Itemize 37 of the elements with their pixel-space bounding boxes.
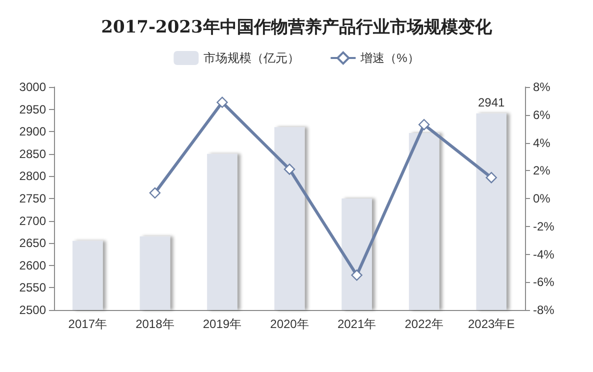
y2-tick-label: -4% [533,247,555,262]
y-tick-label: 2800 [19,169,46,184]
point [284,164,296,175]
y-tick-label: 2600 [19,258,46,272]
point [418,119,430,130]
y-tick-label: 2550 [19,280,46,295]
y2-tick-label: -8% [533,303,555,317]
point [149,187,161,199]
point [486,172,497,184]
x-tick-label: 2023年E [468,317,515,331]
y2-tick-label: 2% [533,164,551,178]
x-tick-label: 2021年 [337,317,376,331]
y2-tick-label: -6% [533,275,555,290]
x-tick-label: 2017年 [68,317,107,331]
legend-label: 增速（%） [360,51,420,65]
x-tick-label: 2019年 [202,317,242,331]
legend-label: 市场规模（亿元） [204,51,300,65]
chart-title: 2017-2023年中国作物营养产品行业市场规模变化 [101,18,493,38]
y-tick-label: 2900 [19,124,46,139]
y2-tick-label: 8% [533,80,551,94]
y-tick-label: 2700 [19,214,46,228]
y-tick-label: 2650 [19,236,46,250]
x-tick-label: 2018年 [136,317,174,331]
y-tick-label: 3000 [19,80,46,94]
point [351,270,362,281]
y-tick-label: 2750 [19,192,46,206]
x-tick-label: 2022年 [404,317,444,331]
y2-tick-label: 4% [533,136,551,150]
y-tick-label: 2850 [19,146,46,161]
data-label: 2941 [478,95,506,110]
y2-tick-label: 0% [533,192,551,206]
y-tick-label: 2950 [19,102,46,116]
x-tick-label: 2020年 [270,317,309,331]
y-tick-label: 2500 [19,303,46,317]
y2-tick-label: -2% [533,219,555,234]
y2-tick-label: 6% [533,108,551,122]
point [216,96,228,108]
